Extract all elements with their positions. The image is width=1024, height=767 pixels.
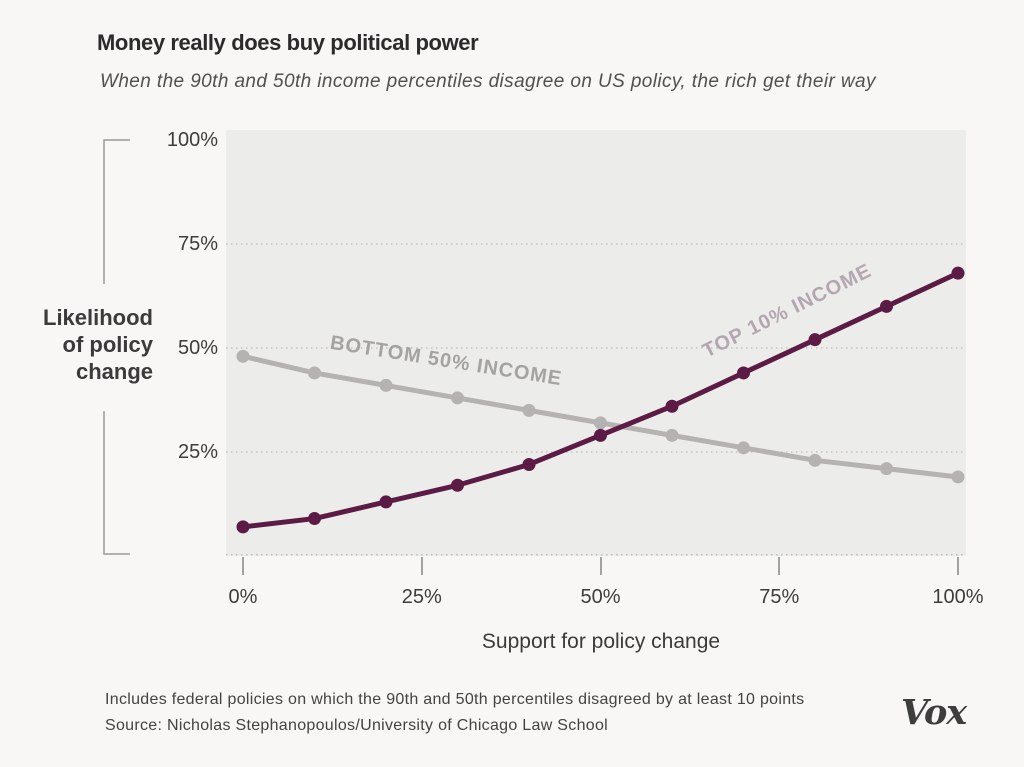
y-axis-title-line: of policy bbox=[62, 332, 153, 357]
data-point bbox=[737, 441, 750, 455]
x-tick-mark bbox=[957, 557, 959, 575]
x-tick-mark bbox=[420, 557, 423, 575]
x-tick-mark bbox=[242, 557, 244, 575]
y-tick-label: 50% bbox=[177, 336, 218, 359]
x-tick-mark bbox=[778, 557, 781, 575]
footnote: Includes federal policies on which the 9… bbox=[105, 691, 805, 708]
source-credit: Source: Nicholas Stephanopoulos/Universi… bbox=[105, 717, 609, 734]
data-point bbox=[808, 333, 822, 347]
data-point bbox=[880, 462, 893, 476]
x-tick-label: 50% bbox=[580, 586, 621, 608]
y-axis-title-line: Likelihood bbox=[43, 305, 153, 330]
data-point bbox=[951, 266, 965, 280]
data-point bbox=[451, 478, 464, 492]
line-chart bbox=[226, 243, 966, 556]
data-point bbox=[236, 349, 250, 363]
y-axis-title-line: change bbox=[75, 359, 153, 384]
vox-logo: Vox bbox=[901, 692, 967, 733]
chart-title: Money really does buy political power bbox=[97, 30, 479, 55]
y-tick-label: 75% bbox=[177, 232, 218, 255]
data-point bbox=[379, 495, 393, 509]
x-tick-mark bbox=[599, 557, 602, 575]
series-line bbox=[240, 270, 961, 530]
data-point bbox=[379, 378, 393, 392]
data-point bbox=[880, 299, 893, 313]
data-point bbox=[594, 416, 607, 430]
data-point bbox=[308, 512, 321, 526]
x-axis-title: Support for policy change bbox=[481, 630, 721, 653]
data-point bbox=[808, 453, 822, 467]
y-axis-title: Likelihood of policy change bbox=[20, 304, 153, 385]
data-point bbox=[522, 403, 536, 417]
x-tick-label: 100% bbox=[932, 586, 984, 608]
data-point bbox=[594, 428, 607, 442]
chart-subtitle: When the 90th and 50th income percentile… bbox=[100, 71, 876, 92]
x-tick-label: 0% bbox=[228, 586, 258, 608]
data-point bbox=[665, 428, 679, 442]
data-point bbox=[951, 470, 965, 484]
plot-area bbox=[226, 130, 966, 556]
data-point bbox=[236, 520, 250, 534]
data-point bbox=[308, 366, 321, 380]
y-tick-label: 25% bbox=[177, 440, 218, 463]
data-point bbox=[737, 366, 750, 380]
y-axis-bracket-icon bbox=[103, 139, 130, 555]
data-point bbox=[665, 399, 679, 413]
data-point bbox=[522, 457, 536, 471]
y-tick-label: 100% bbox=[166, 128, 218, 151]
data-point bbox=[451, 391, 464, 405]
x-tick-label: 75% bbox=[759, 586, 800, 608]
x-tick-label: 25% bbox=[401, 586, 442, 608]
